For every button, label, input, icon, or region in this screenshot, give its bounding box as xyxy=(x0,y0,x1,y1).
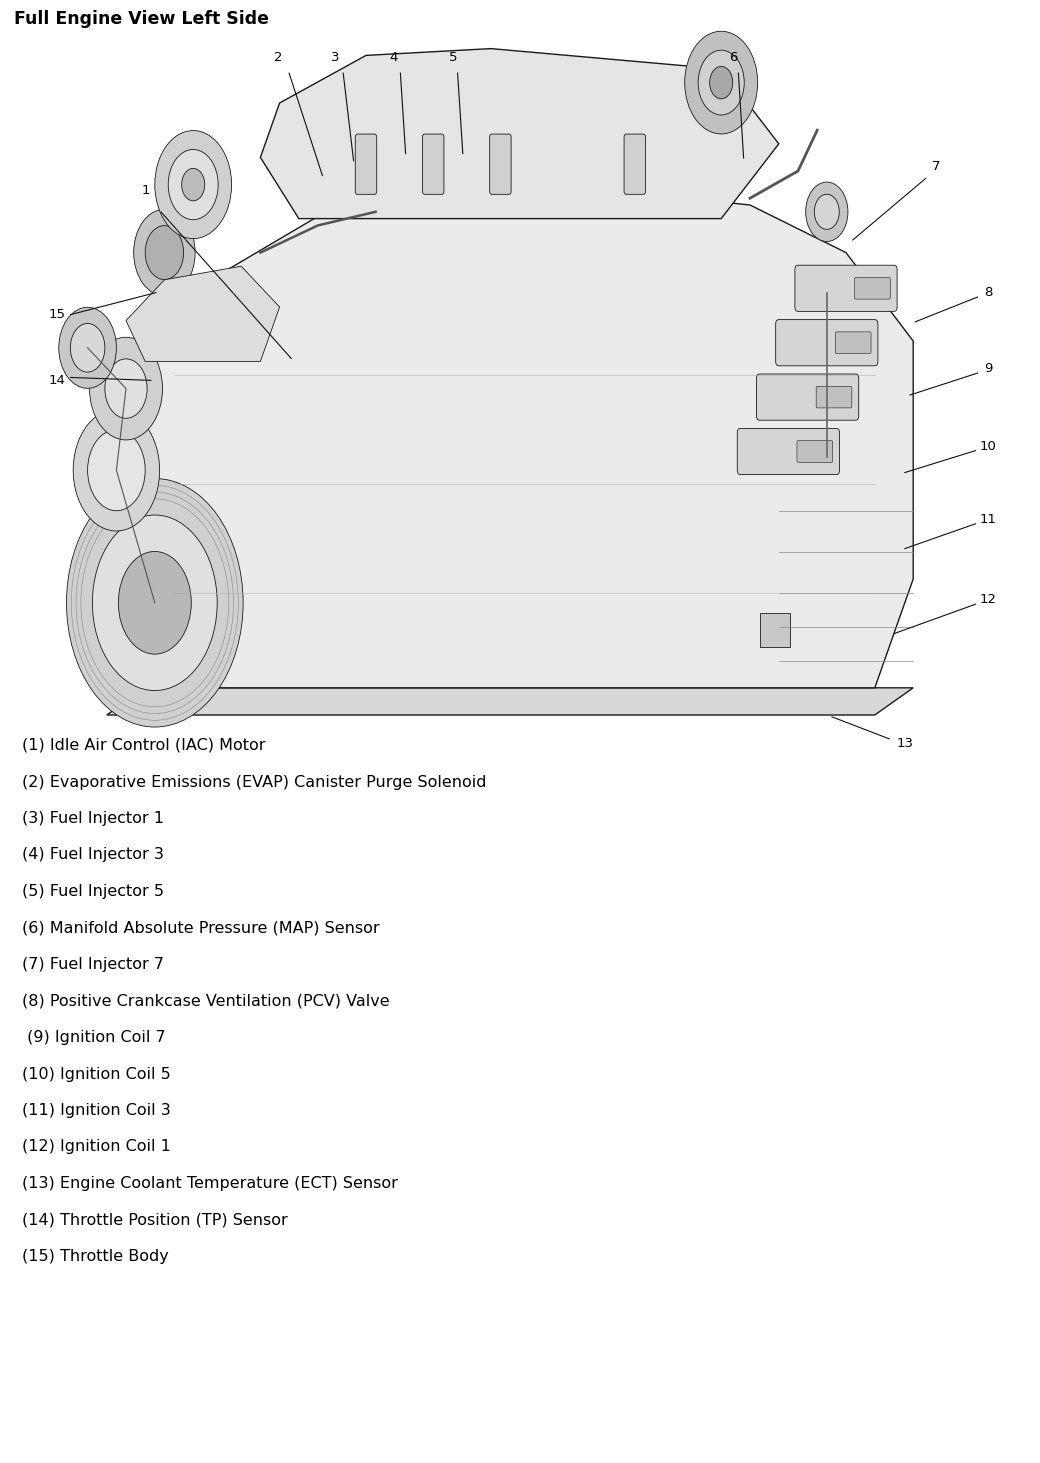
FancyBboxPatch shape xyxy=(797,440,833,462)
Text: 6: 6 xyxy=(729,51,737,63)
FancyBboxPatch shape xyxy=(855,278,890,298)
Circle shape xyxy=(67,478,243,727)
Circle shape xyxy=(182,168,205,200)
FancyBboxPatch shape xyxy=(795,265,898,312)
Polygon shape xyxy=(107,184,913,688)
Text: 10: 10 xyxy=(980,440,996,452)
Text: (10) Ignition Coil 5: (10) Ignition Coil 5 xyxy=(22,1067,171,1081)
Circle shape xyxy=(134,209,196,296)
Text: 14: 14 xyxy=(49,375,66,386)
Circle shape xyxy=(146,225,184,279)
Text: (6) Manifold Absolute Pressure (MAP) Sensor: (6) Manifold Absolute Pressure (MAP) Sen… xyxy=(22,920,380,935)
Text: (11) Ignition Coil 3: (11) Ignition Coil 3 xyxy=(22,1103,171,1118)
Bar xyxy=(759,613,790,647)
FancyBboxPatch shape xyxy=(624,135,646,195)
FancyBboxPatch shape xyxy=(737,429,839,474)
Circle shape xyxy=(168,149,218,219)
Text: (5) Fuel Injector 5: (5) Fuel Injector 5 xyxy=(22,884,164,898)
Text: 9: 9 xyxy=(984,363,992,375)
Text: 12: 12 xyxy=(980,594,996,606)
Text: 1: 1 xyxy=(141,184,150,196)
Polygon shape xyxy=(126,266,280,361)
Circle shape xyxy=(59,307,116,388)
Text: (7) Fuel Injector 7: (7) Fuel Injector 7 xyxy=(22,957,164,971)
Text: (1) Idle Air Control (IAC) Motor: (1) Idle Air Control (IAC) Motor xyxy=(22,737,265,753)
Text: (14) Throttle Position (TP) Sensor: (14) Throttle Position (TP) Sensor xyxy=(22,1213,288,1227)
Polygon shape xyxy=(260,48,779,218)
Polygon shape xyxy=(107,688,913,715)
FancyBboxPatch shape xyxy=(490,135,511,195)
Circle shape xyxy=(89,338,162,440)
Text: 2: 2 xyxy=(275,51,283,63)
Text: 7: 7 xyxy=(932,161,940,173)
Circle shape xyxy=(709,66,733,99)
Text: (13) Engine Coolant Temperature (ECT) Sensor: (13) Engine Coolant Temperature (ECT) Se… xyxy=(22,1176,398,1191)
FancyBboxPatch shape xyxy=(422,135,444,195)
FancyBboxPatch shape xyxy=(835,332,872,354)
Text: (2) Evaporative Emissions (EVAP) Canister Purge Solenoid: (2) Evaporative Emissions (EVAP) Caniste… xyxy=(22,774,487,790)
Circle shape xyxy=(119,552,191,654)
Text: (4) Fuel Injector 3: (4) Fuel Injector 3 xyxy=(22,847,164,863)
Text: (12) Ignition Coil 1: (12) Ignition Coil 1 xyxy=(22,1140,171,1154)
Text: (3) Fuel Injector 1: (3) Fuel Injector 1 xyxy=(22,811,164,827)
Text: 5: 5 xyxy=(449,51,458,63)
FancyBboxPatch shape xyxy=(816,386,852,408)
Circle shape xyxy=(71,323,105,372)
Circle shape xyxy=(806,181,848,241)
Circle shape xyxy=(814,195,839,230)
Text: (8) Positive Crankcase Ventilation (PCV) Valve: (8) Positive Crankcase Ventilation (PCV)… xyxy=(22,993,390,1008)
Circle shape xyxy=(105,358,147,418)
Text: Full Engine View Left Side: Full Engine View Left Side xyxy=(14,10,269,28)
Circle shape xyxy=(698,50,745,116)
Text: 15: 15 xyxy=(49,309,66,320)
Text: 8: 8 xyxy=(984,287,992,298)
Text: (9) Ignition Coil 7: (9) Ignition Coil 7 xyxy=(22,1030,165,1045)
Circle shape xyxy=(93,515,217,691)
Text: 11: 11 xyxy=(980,514,996,525)
FancyBboxPatch shape xyxy=(776,319,878,366)
Circle shape xyxy=(155,130,232,238)
Circle shape xyxy=(73,410,159,531)
FancyBboxPatch shape xyxy=(356,135,376,195)
FancyBboxPatch shape xyxy=(756,375,859,420)
Text: 4: 4 xyxy=(389,51,397,63)
Text: 3: 3 xyxy=(331,51,339,63)
Text: (15) Throttle Body: (15) Throttle Body xyxy=(22,1249,168,1264)
Circle shape xyxy=(87,430,146,511)
Text: 13: 13 xyxy=(896,737,913,749)
Circle shape xyxy=(684,31,758,135)
